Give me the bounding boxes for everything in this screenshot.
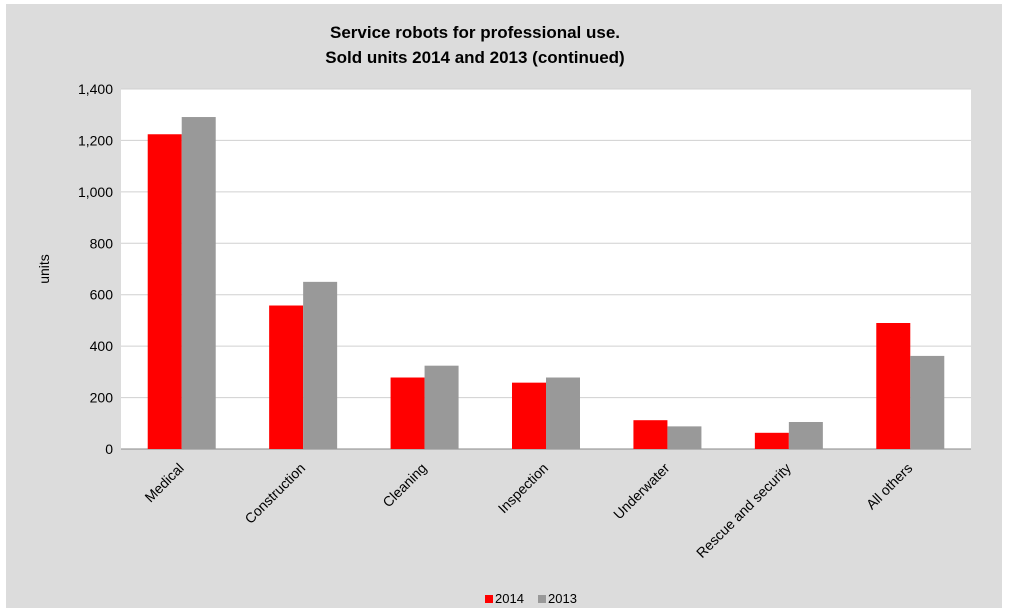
- y-tick-label: 1,000: [78, 184, 113, 200]
- x-tick-label: All others: [863, 460, 916, 513]
- bar-2013-all-others: [910, 355, 945, 449]
- x-tick-label: Cleaning: [379, 460, 429, 510]
- legend-swatch-2014: [485, 595, 493, 603]
- legend-label-2013: 2013: [548, 591, 577, 606]
- x-tick-labels: Medical Construction Cleaning Inspection Und…: [141, 460, 915, 561]
- x-tick-label: Medical: [141, 460, 186, 505]
- bar-2014-cleaning: [390, 377, 425, 449]
- chart-title-line-1: Service robots for professional use.: [330, 23, 620, 42]
- bar-chart: Service robots for professional use. Sol…: [36, 23, 971, 606]
- bar-2013-rescue-and-security: [788, 422, 823, 449]
- chart-title-line-2: Sold units 2014 and 2013 (continued): [325, 48, 624, 67]
- bar-2013-cleaning: [424, 365, 459, 449]
- y-tick-label: 1,200: [78, 132, 113, 148]
- bar-2013-underwater: [667, 426, 702, 449]
- bar-2014-inspection: [512, 382, 546, 449]
- y-tick-label: 800: [90, 235, 114, 251]
- bar-2014-construction: [269, 305, 304, 449]
- x-tick-label: Underwater: [610, 460, 673, 523]
- legend-label-2014: 2014: [495, 591, 524, 606]
- bar-2014-medical: [147, 134, 182, 449]
- x-tick-label: Inspection: [495, 460, 551, 516]
- legend-swatch-2013: [538, 595, 546, 603]
- y-tick-label: 400: [90, 338, 114, 354]
- bar-2013-medical: [181, 117, 216, 450]
- y-tick-label: 1,400: [78, 81, 113, 97]
- y-tick-label: 200: [90, 390, 114, 406]
- bars: [147, 117, 945, 450]
- x-tick-label: Construction: [241, 460, 308, 527]
- bar-2013-inspection: [546, 377, 580, 449]
- x-tick-label: Rescue and security: [693, 460, 794, 561]
- y-tick-labels: 0 200 400 600 800 1,000 1,200 1,400: [78, 81, 113, 457]
- bar-2014-underwater: [633, 420, 668, 449]
- chart-frame: Service robots for professional use. Sol…: [6, 4, 1002, 608]
- y-axis-label: units: [36, 254, 52, 284]
- y-tick-label: 0: [105, 441, 113, 457]
- y-tick-label: 600: [90, 287, 114, 303]
- bar-2014-rescue-and-security: [754, 432, 789, 449]
- legend: 2014 2013: [485, 591, 577, 606]
- bar-2013-construction: [303, 281, 338, 449]
- bar-2014-all-others: [876, 323, 911, 449]
